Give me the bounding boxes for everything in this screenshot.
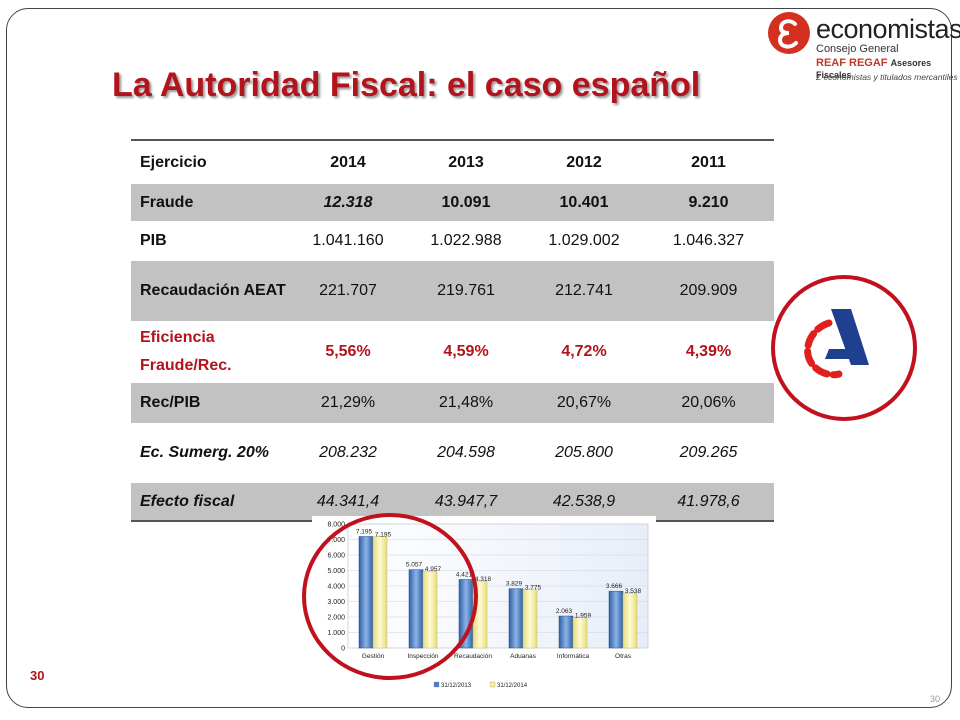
header-cell: 2014 [289, 139, 407, 184]
bar-series-2 [522, 589, 538, 649]
x-tick-label: Otras [615, 653, 632, 660]
table-cell: 4,39% [685, 343, 732, 360]
row-label: PIB [140, 232, 167, 249]
bar-series-1 [558, 615, 574, 649]
data-label: 1.959 [575, 613, 592, 620]
table-cell: 21,48% [407, 383, 525, 423]
logo-reaf-suffix: Asesores Fiscales [816, 58, 932, 80]
logo-mark-icon [768, 12, 810, 54]
data-label: 4.318 [475, 576, 492, 583]
bar-series-2 [622, 592, 638, 649]
row-label: Efecto fiscal [131, 483, 289, 522]
table-cell: 9.210 [643, 184, 774, 221]
table-cell: 1.029.002 [548, 232, 620, 249]
table-cell: 219.761 [407, 261, 525, 321]
logo-reaf: REAF REGAF Asesores Fiscales [816, 57, 948, 81]
slide-title: La Autoridad Fiscal: el caso español [112, 66, 701, 104]
fiscal-data-table: Ejercicio 2014 2013 2012 2011 Fraude 12.… [131, 139, 774, 522]
table-cell: 209.909 [643, 261, 774, 321]
row-label: Fraude [131, 184, 289, 221]
table-row: PIB 1.041.160 1.022.988 1.029.002 1.046.… [131, 221, 774, 261]
economistas-logo: economistas Consejo General REAF REGAF A… [768, 12, 960, 84]
data-label: 2.063 [556, 608, 573, 615]
logo-name: economistas [816, 14, 960, 44]
table-row: Eficiencia Fraude/Rec. 5,56% 4,59% 4,72%… [131, 321, 774, 383]
data-label: 3.666 [606, 583, 623, 590]
legend-label: 31/12/2013 [441, 683, 472, 689]
aeat-logo-icon [831, 309, 869, 365]
row-label: Recaudación AEAT [131, 261, 289, 321]
logo-reaf-text: REAF REGAF [816, 57, 888, 69]
x-tick-label: Informática [557, 653, 590, 660]
table-header-row: Ejercicio 2014 2013 2012 2011 [131, 139, 774, 184]
table-cell: 212.741 [525, 261, 643, 321]
x-tick-label: Aduanas [510, 653, 536, 660]
table-cell: 1.041.160 [312, 232, 384, 249]
aeat-emblem [771, 275, 917, 421]
logo-subtitle: Consejo General [816, 43, 899, 55]
table-cell: 209.265 [679, 444, 738, 461]
row-label: Rec/PIB [131, 383, 289, 423]
table-cell: 205.800 [555, 444, 613, 461]
table-cell: 5,56% [325, 343, 371, 360]
row-label: Ec. Sumerg. 20% [140, 444, 269, 461]
table-cell: 44.341,4 [289, 483, 407, 522]
table-cell: 1.046.327 [672, 232, 745, 249]
table-cell: 10.091 [407, 184, 525, 221]
header-cell: 2013 [407, 139, 525, 184]
legend-label: 31/12/2014 [497, 683, 528, 689]
logo-tagline: Σ economistas y titulados mercantiles [816, 72, 958, 82]
table-cell: 41.978,6 [643, 483, 774, 522]
table-row: Fraude 12.318 10.091 10.401 9.210 [131, 184, 774, 221]
table-cell: 4,72% [561, 343, 607, 360]
table-cell: 10.401 [525, 184, 643, 221]
y-tick-label: 8.000 [327, 522, 345, 529]
table-cell: 42.538,9 [525, 483, 643, 522]
data-label: 3.538 [625, 588, 642, 595]
data-label: 3.775 [525, 584, 542, 591]
table-cell: 208.232 [319, 444, 377, 461]
table-row: Ec. Sumerg. 20% 208.232 204.598 205.800 … [131, 423, 774, 483]
table-cell: 20,67% [525, 383, 643, 423]
table-cell: 20,06% [643, 383, 774, 423]
table-row: Rec/PIB 21,29% 21,48% 20,67% 20,06% [131, 383, 774, 423]
legend-swatch [489, 681, 496, 688]
header-cell: 2012 [525, 139, 643, 184]
table-cell: 21,29% [289, 383, 407, 423]
legend-swatch [433, 681, 440, 688]
bar-series-1 [608, 590, 624, 649]
bar-series-1 [508, 588, 524, 649]
row-label: Eficiencia Fraude/Rec. [140, 329, 232, 374]
highlight-circle [302, 513, 478, 680]
slide-frame [6, 8, 952, 708]
table-cell: 1.022.988 [430, 232, 502, 249]
data-label: 3.829 [506, 581, 523, 588]
bar-series-2 [572, 617, 588, 649]
page-number-footer: 30 [930, 694, 941, 704]
table-row: Recaudación AEAT 221.707 219.761 212.741… [131, 261, 774, 321]
table-cell: 204.598 [437, 444, 495, 461]
table-cell: 221.707 [289, 261, 407, 321]
header-cell: 2011 [643, 139, 774, 184]
table-cell: 12.318 [289, 184, 407, 221]
page-number: 30 [30, 668, 45, 683]
table-cell: 4,59% [443, 343, 489, 360]
header-cell: Ejercicio [131, 139, 289, 184]
x-tick-label: Recaudación [454, 653, 492, 660]
